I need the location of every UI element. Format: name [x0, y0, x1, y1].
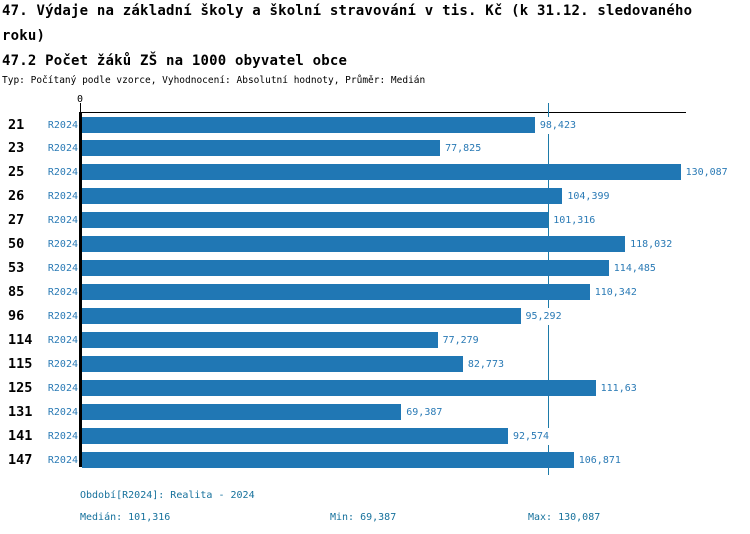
footer-period-label: Období[R2024]: Realita - 2024	[80, 490, 255, 501]
bar	[82, 403, 402, 420]
row-category-label: 26	[8, 188, 25, 205]
row-category-label: 114	[8, 331, 33, 348]
row-series-label: R2024	[47, 191, 78, 203]
bar-value-label: 69,387	[405, 403, 444, 421]
bar	[82, 164, 681, 181]
row-category-label: 125	[8, 379, 33, 396]
row-series-label: R2024	[47, 454, 78, 466]
chart-row: 125 R2024 111,63	[0, 379, 750, 397]
bar-value-label: 111,63	[599, 379, 638, 397]
row-category-label: 141	[8, 427, 33, 444]
bar-value-label: 98,423	[538, 116, 577, 134]
bar	[82, 140, 441, 157]
x-axis-zero-label: 0	[76, 94, 84, 105]
row-series-label: R2024	[47, 382, 78, 394]
bar	[82, 307, 521, 324]
footer-max-stat: Max: 130,087	[528, 512, 601, 523]
chart-row: 53 R2024 114,485	[0, 260, 750, 278]
bar-value-label: 95,292	[524, 307, 563, 325]
bar-value-label: 101,316	[552, 212, 597, 230]
row-series-label: R2024	[47, 287, 78, 298]
bar	[82, 236, 626, 253]
chart-title-line1: 47. Výdaje na základní školy a školní st…	[2, 3, 693, 19]
footer-median-stat: Medián: 101,316	[80, 512, 171, 523]
chart-title-line2: roku)	[2, 28, 46, 44]
bar	[82, 427, 508, 444]
bar	[82, 331, 438, 348]
x-axis-line	[79, 111, 686, 113]
chart-row: 114 R2024 77,279	[0, 331, 750, 349]
row-category-label: 50	[8, 236, 25, 253]
chart-row: 141 R2024 92,574	[0, 427, 750, 445]
bar-value-label: 82,773	[466, 355, 505, 373]
row-series-label: R2024	[47, 406, 78, 418]
chart-row: 50 R2024 118,032	[0, 236, 750, 254]
row-category-label: 21	[8, 116, 25, 133]
row-series-label: R2024	[47, 215, 78, 227]
row-series-label: R2024	[47, 358, 78, 370]
bar	[82, 260, 609, 277]
bar	[82, 379, 596, 396]
row-series-label: R2024	[47, 119, 78, 131]
chart-row: 85 R2024 110,342	[0, 284, 750, 301]
bar	[82, 451, 574, 468]
bar	[82, 355, 463, 372]
chart-row: 131 R2024 69,387	[0, 403, 750, 421]
chart-row: 23 R2024 77,825	[0, 140, 750, 158]
bar-value-label: 106,871	[577, 451, 622, 469]
y-axis-line	[79, 112, 82, 467]
row-category-label: 96	[8, 307, 25, 324]
x-axis-zero-tick	[79, 103, 81, 112]
row-category-label: 85	[8, 284, 25, 300]
bar	[82, 188, 563, 205]
row-category-label: 23	[8, 140, 25, 157]
bar-value-label: 104,399	[566, 188, 611, 206]
chart-row: 25 R2024 130,087	[0, 164, 750, 182]
row-category-label: 147	[8, 451, 33, 468]
chart-row: 147 R2024 106,871	[0, 451, 750, 469]
bar-chart: 21 R2024 98,423 23 R2024 77,825 25 R2024 130,087…	[0, 113, 750, 473]
row-series-label: R2024	[47, 239, 78, 251]
bar-value-label: 77,279	[441, 331, 480, 349]
chart-row: 27 R2024 101,316	[0, 212, 750, 230]
bar-value-label: 92,574	[511, 427, 551, 445]
row-category-label: 53	[8, 260, 25, 277]
row-series-label: R2024	[47, 430, 78, 442]
bar-value-label: 118,032	[629, 236, 674, 254]
row-series-label: R2024	[47, 263, 78, 275]
chart-row: 96 R2024 95,292	[0, 307, 750, 325]
indicator-subtitle: 47.2 Počet žáků ZŠ na 1000 obyvatel obce	[2, 53, 348, 69]
chart-row: 21 R2024 98,423	[0, 116, 750, 134]
row-series-label: R2024	[47, 167, 78, 179]
bar-value-label: 77,825	[444, 140, 483, 158]
chart-row: 26 R2024 104,399	[0, 188, 750, 206]
bar-value-label: 110,342	[593, 284, 638, 301]
row-category-label: 27	[8, 212, 25, 229]
footer-min-stat: Min: 69,387	[330, 512, 397, 523]
row-category-label: 131	[8, 403, 33, 420]
bar	[82, 116, 535, 133]
row-series-label: R2024	[47, 334, 78, 346]
row-category-label: 115	[8, 355, 33, 372]
bar-value-label: 114,485	[612, 260, 657, 278]
row-category-label: 25	[8, 164, 25, 181]
bar	[82, 284, 590, 300]
chart-meta-line: Typ: Počítaný podle vzorce, Vyhodnocení:…	[2, 75, 426, 86]
row-series-label: R2024	[47, 310, 78, 322]
chart-row: 115 R2024 82,773	[0, 355, 750, 373]
row-series-label: R2024	[47, 143, 78, 155]
bar	[82, 212, 549, 229]
bar-value-label: 130,087	[684, 164, 729, 182]
